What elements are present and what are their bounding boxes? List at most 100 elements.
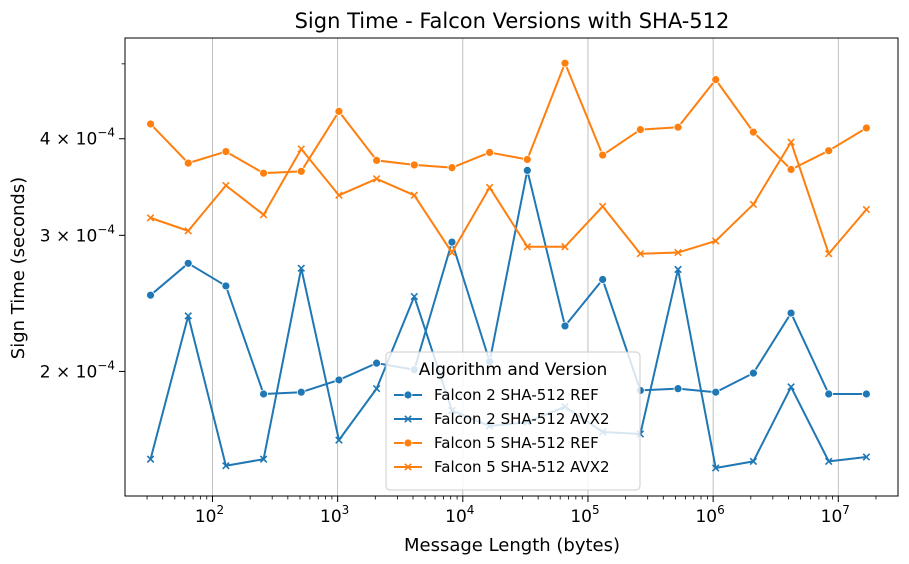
data-point-stroke [523, 242, 532, 251]
data-point [485, 183, 494, 192]
data-point [403, 390, 413, 400]
data-point [824, 389, 834, 399]
data-point [222, 181, 230, 190]
data-point [711, 75, 721, 85]
data-point [372, 175, 381, 183]
series-layer [146, 58, 871, 472]
legend-item: Falcon 2 SHA-512 AVX2 [394, 410, 610, 428]
data-point [711, 464, 720, 472]
data-point [297, 264, 306, 272]
data-point [146, 455, 155, 463]
data-point [522, 155, 532, 164]
data-point-stroke [404, 415, 412, 423]
data-point [598, 150, 608, 160]
data-point-stroke [749, 200, 758, 209]
data-point [183, 258, 193, 268]
y-tick-exponent: −4 [97, 358, 115, 372]
data-point [635, 125, 645, 135]
data-point [786, 308, 796, 318]
x-tick-exponent: 3 [342, 503, 350, 517]
data-point [447, 237, 457, 247]
data-point [403, 438, 413, 448]
data-point [824, 457, 833, 466]
data-point-stroke [787, 383, 795, 391]
legend-item: Falcon 5 SHA-512 AVX2 [394, 458, 610, 476]
data-point [787, 383, 795, 391]
series-line [149, 169, 867, 395]
x-tick-exponent: 2 [216, 503, 224, 517]
y-tick-label: 4 × 10−4 [40, 126, 115, 150]
data-point [561, 242, 569, 251]
data-point-stroke [222, 462, 230, 470]
data-point [673, 384, 683, 394]
series-4 [146, 138, 871, 258]
x-tick-label: 106 [695, 503, 724, 527]
data-point-stroke [787, 138, 795, 146]
legend-label: Falcon 2 SHA-512 AVX2 [434, 410, 610, 428]
data-point-stroke [259, 455, 268, 463]
chart-title: Sign Time - Falcon Versions with SHA-512 [295, 9, 730, 33]
legend-item: Falcon 2 SHA-512 REF [394, 386, 599, 404]
data-point [862, 205, 871, 214]
legend: Algorithm and Version Falcon 2 SHA-512 RE… [385, 351, 641, 491]
data-point-stroke [674, 248, 682, 257]
data-point-stroke [598, 202, 607, 211]
x-tick-label: 105 [570, 503, 599, 527]
series-line [149, 62, 867, 175]
data-point-stroke [372, 175, 381, 183]
data-point-stroke [636, 249, 645, 258]
data-point [410, 191, 419, 200]
data-point [748, 127, 758, 137]
data-point [636, 249, 645, 258]
data-point [221, 147, 231, 156]
data-point-stroke [146, 455, 155, 463]
data-point-stroke [146, 214, 155, 222]
data-point [523, 242, 532, 251]
data-point [372, 156, 382, 165]
y-tick-mantissa: 4 × 10 [40, 130, 98, 150]
data-point [335, 436, 343, 444]
data-point [259, 210, 268, 219]
data-point [184, 227, 192, 235]
y-tick-mantissa: 2 × 10 [40, 362, 98, 382]
data-point [184, 312, 192, 320]
legend-label: Falcon 2 SHA-512 REF [434, 386, 599, 404]
legend-title: Algorithm and Version [419, 360, 608, 380]
y-tick-exponent: −4 [97, 222, 115, 236]
data-point-stroke [711, 237, 720, 245]
data-point [749, 457, 758, 466]
x-axis-label: Message Length (bytes) [404, 535, 620, 556]
data-point [334, 375, 344, 385]
data-point [334, 106, 344, 116]
data-point [560, 58, 570, 68]
data-point [674, 265, 682, 274]
data-point-stroke [862, 205, 871, 214]
data-point [372, 384, 381, 393]
series-3 [146, 58, 871, 178]
y-tick-label: 3 × 10−4 [40, 222, 115, 246]
series-line [150, 141, 868, 255]
data-point-stroke [222, 181, 230, 190]
data-point [786, 165, 796, 174]
data-point [447, 163, 457, 173]
series-1 [146, 166, 871, 399]
data-point [146, 119, 155, 129]
x-tick-exponent: 6 [717, 503, 725, 517]
data-point [824, 249, 833, 258]
data-point [259, 168, 268, 178]
data-point [673, 122, 683, 132]
data-point [409, 160, 419, 170]
data-point-stroke [297, 145, 306, 153]
data-point-stroke [184, 227, 192, 235]
data-point-stroke [335, 436, 343, 444]
y-tick-exponent: −4 [97, 126, 115, 140]
data-point [410, 292, 419, 301]
data-point [862, 123, 871, 133]
data-point-stroke [372, 384, 381, 393]
data-point [674, 248, 682, 257]
data-point [485, 148, 495, 157]
data-point-stroke [184, 312, 192, 320]
